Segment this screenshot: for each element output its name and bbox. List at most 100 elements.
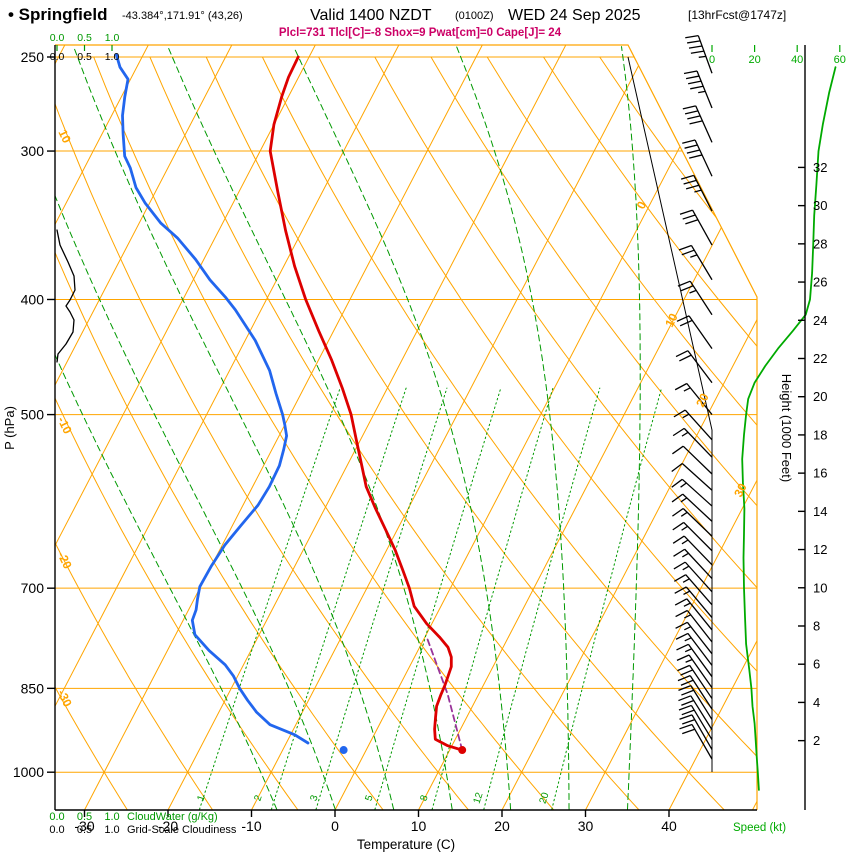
- wind-barb-feather: [672, 521, 685, 531]
- pressure-tick-label: 500: [21, 407, 45, 423]
- isotherm-line: [84, 45, 483, 810]
- wind-barb-half-feather: [683, 387, 691, 392]
- temp-tick-label: -30: [74, 818, 94, 834]
- temp-tick-label: 0: [331, 818, 339, 834]
- cloudwater-scale-label: 0.0: [50, 32, 65, 44]
- wind-barb-feather: [684, 110, 699, 115]
- wind-barb-staff: [689, 675, 713, 710]
- wind-barb-half-feather: [681, 552, 689, 558]
- wind-barb-feather: [676, 315, 690, 322]
- wind-barb-staff: [687, 633, 713, 666]
- dry-adiabat-line: [93, 56, 554, 810]
- isotherm-line: [55, 45, 400, 810]
- pressure-tick-label: 300: [21, 143, 45, 159]
- surface-temp-dot: [458, 746, 467, 755]
- wind-barb-feather: [687, 40, 701, 44]
- wind-barb-feather: [672, 445, 684, 455]
- wind-barb-feather: [673, 574, 687, 582]
- wind-barb-staff: [695, 105, 713, 143]
- wind-barb-feather: [678, 695, 692, 702]
- dry-adiabat-value-label: -10: [55, 414, 75, 436]
- speed-scale-label: 40: [791, 54, 803, 66]
- moist-adiabat-line: [293, 46, 512, 810]
- isotherm-line: [501, 45, 757, 810]
- static-text: • Springfield -43.384°,171.91° (43,26) V…: [2, 5, 794, 852]
- mixing-ratio-line: [551, 387, 662, 810]
- height-tick-label: 2: [813, 733, 820, 748]
- sounding-params: Plcl=731 Tlcl[C]=-8 Shox=9 Pwat[cm]=0 Ca…: [279, 27, 562, 39]
- wind-barb-feather: [679, 354, 692, 362]
- mixing-ratio-line: [431, 387, 554, 810]
- wind-barb-feather: [682, 728, 695, 735]
- dry-adiabat-line: [374, 56, 757, 810]
- wind-barb-feather: [671, 462, 683, 473]
- wind-barb-feather: [689, 120, 703, 125]
- wind-barb-half-feather: [680, 511, 688, 517]
- forecast-info: [13hrFcst@1747z]: [688, 8, 786, 22]
- wind-barb-staff: [691, 714, 713, 750]
- cloudiness-legend-label: Grid-Scale Cloudiness: [127, 824, 237, 836]
- parcel-ascent-line: [425, 635, 464, 751]
- cloudiness-scale-label: 0.0: [50, 51, 65, 63]
- isotherm-value-label: 10: [662, 311, 681, 330]
- temp-tick-label: -10: [241, 818, 261, 834]
- temp-tick-label: 40: [661, 818, 677, 834]
- wind-barb-feather: [672, 427, 685, 437]
- wind-barb-feather: [685, 184, 700, 190]
- mixing-ratio-value-label: 8: [419, 793, 431, 802]
- cloudiness-scale-label: 1.0: [105, 51, 120, 63]
- temp-tick-label: -20: [158, 818, 178, 834]
- cloudwater-scale-label: 1.0: [105, 32, 120, 44]
- wind-barbs: [671, 35, 713, 760]
- height-tick-label: 12: [813, 542, 827, 557]
- valid-zulu: (0100Z): [455, 10, 494, 22]
- isotherm-line: [752, 45, 757, 810]
- isotherm-line: [668, 45, 757, 810]
- wind-barb-feather: [675, 632, 689, 640]
- cloudwater-scale-label: 0.5: [77, 32, 92, 44]
- wind-barb-feather: [681, 709, 695, 716]
- wind-barb-half-feather: [682, 578, 690, 583]
- wind-barb-half-feather: [684, 637, 692, 642]
- mixing-ratio-value-label: 3: [309, 793, 321, 802]
- wind-barb-staff: [697, 35, 713, 74]
- dry-adiabat-line: [543, 56, 757, 810]
- height-tick-label: 32: [813, 160, 827, 175]
- wind-barb-staff: [690, 705, 713, 741]
- wind-barb-staff: [690, 685, 713, 720]
- wind-barb-staff: [684, 548, 713, 579]
- wind-station-line: [627, 56, 713, 772]
- mixing-ratio-value-label: 12: [472, 791, 486, 805]
- wind-barb-half-feather: [684, 626, 692, 631]
- wind-barb-feather: [674, 586, 687, 594]
- wind-barb-feather: [680, 285, 694, 292]
- wind-barb-feather: [678, 685, 692, 692]
- wind-barb-feather: [682, 719, 695, 725]
- wind-barb-feather: [674, 598, 688, 606]
- wind-barb-feather: [679, 723, 693, 730]
- wind-barb-staff: [686, 621, 713, 655]
- wind-barb-feather: [673, 548, 686, 557]
- grid-lines: [55, 45, 757, 810]
- plot-border-orange: [55, 44, 758, 810]
- wind-barb-staff: [688, 315, 713, 350]
- pressure-tick-label: 1000: [13, 764, 44, 780]
- pressure-tick-label: 850: [21, 680, 45, 696]
- dry-adiabat-value-label: 10: [55, 127, 74, 145]
- dry-adiabat-line: [318, 56, 757, 810]
- wind-barb-staff: [685, 586, 713, 618]
- isotherm-line: [167, 45, 567, 810]
- pressure-axis-label: P (hPa): [2, 406, 17, 450]
- wind-barb-staff: [689, 280, 713, 316]
- moist-adiabat-line: [73, 46, 395, 810]
- dewpoint-profile: [115, 53, 310, 745]
- wind-barb-feather: [685, 219, 699, 225]
- mixing-ratio-line: [483, 387, 601, 810]
- height-tick-label: 6: [813, 657, 820, 672]
- temperature-axis-label: Temperature (C): [357, 837, 455, 852]
- wind-barb-feather: [678, 244, 692, 251]
- wind-barb-staff: [688, 654, 713, 689]
- wind-barb-half-feather: [681, 525, 688, 531]
- wind-barb-staff: [690, 695, 713, 731]
